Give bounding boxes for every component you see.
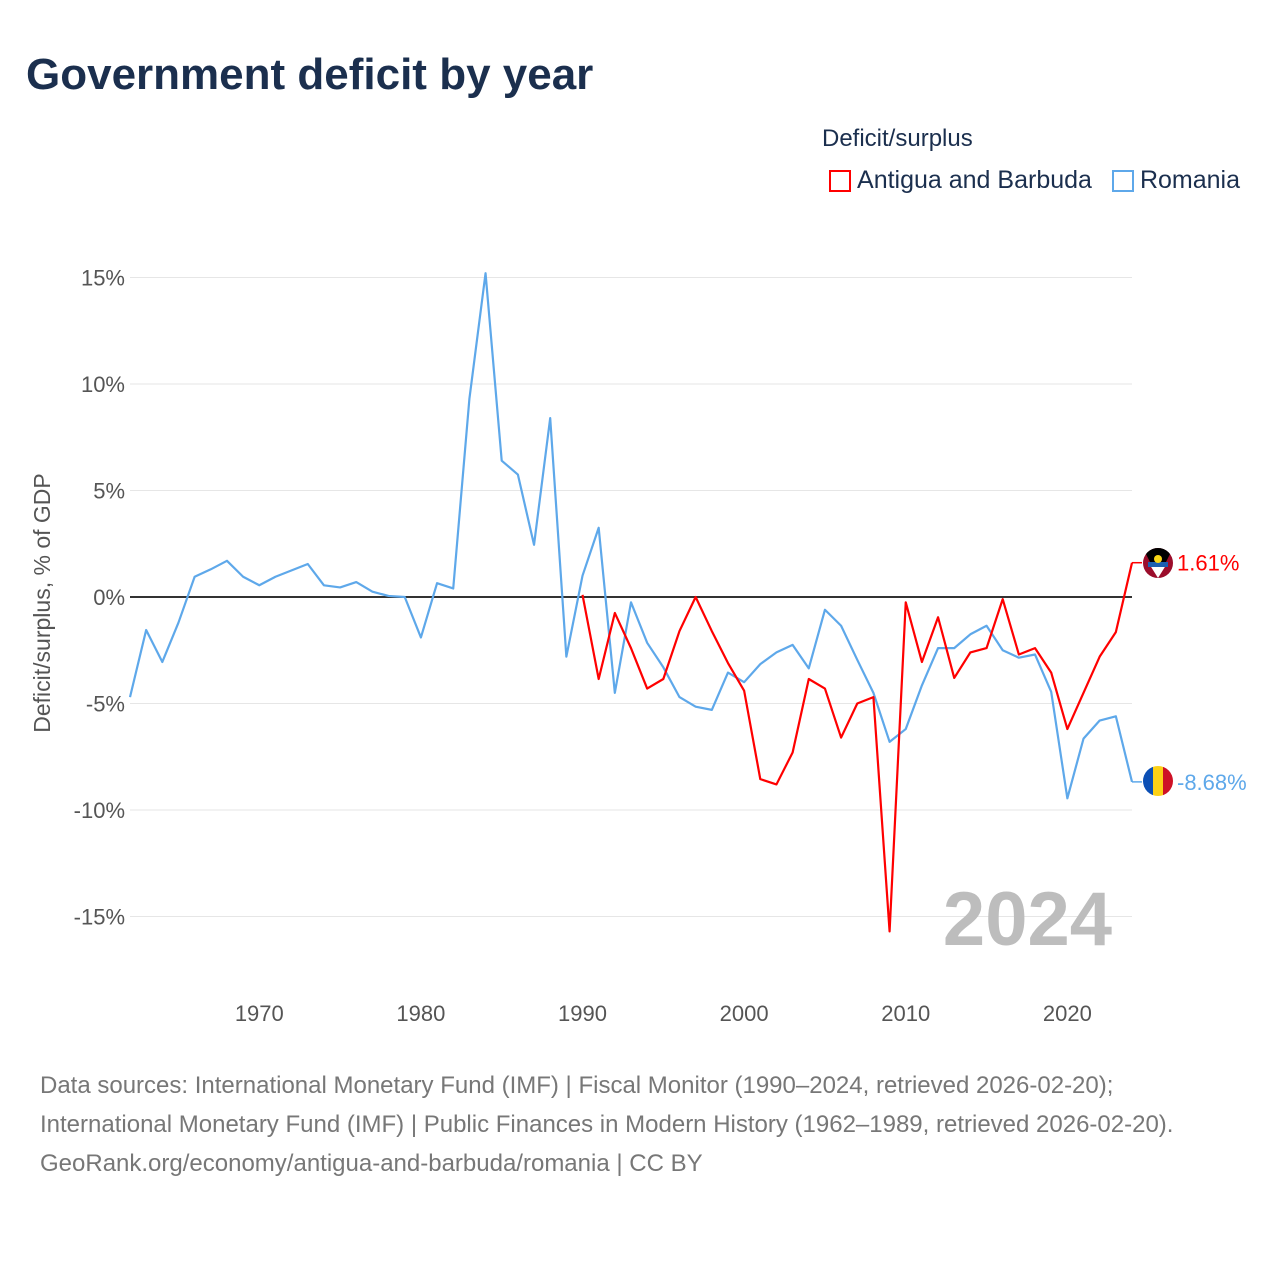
legend-swatch-romania <box>1111 169 1134 192</box>
legend-label-romania: Romania <box>1139 166 1240 194</box>
legend-item-antigua[interactable]: Antigua and Barbuda <box>829 166 1092 195</box>
legend-title: Deficit/surplus <box>822 125 973 152</box>
legend: Antigua and Barbuda Romania <box>829 166 1240 195</box>
y-tick-label: -5% <box>86 692 125 717</box>
plot-area: 15% 10% 5% 0% -5% -10% -15% 1970 1980 1990 2000 201… <box>29 266 1247 1027</box>
y-tick-label: 15% <box>81 266 125 291</box>
series-line-romania <box>128 272 1134 800</box>
legend-item-romania[interactable]: Romania <box>1111 166 1240 195</box>
antigua-flag-icon <box>1143 548 1173 578</box>
year-watermark: 2024 <box>943 877 1112 962</box>
y-tick-label: -15% <box>74 905 125 930</box>
end-value-label: 1.61% <box>1177 551 1239 576</box>
romania-flag-icon <box>1143 766 1173 796</box>
y-tick-label: 0% <box>93 585 125 610</box>
footer: Data sources: International Monetary Fun… <box>40 1066 1240 1183</box>
chart-title: Government deficit by year <box>26 50 594 99</box>
x-tick-label: 1970 <box>235 1001 284 1026</box>
x-tick-label: 2010 <box>881 1001 930 1026</box>
legend-label-antigua: Antigua and Barbuda <box>857 166 1092 194</box>
legend-swatch-antigua <box>829 169 852 192</box>
source-link[interactable]: GeoRank.org/economy/antigua-and-barbuda/… <box>40 1150 703 1177</box>
x-tick-label: 2020 <box>1043 1001 1092 1026</box>
y-tick-label: -10% <box>74 798 125 823</box>
y-tick-label: 10% <box>81 372 125 397</box>
y-tick-label: 5% <box>93 479 125 504</box>
end-value-label: -8.68% <box>1177 770 1247 795</box>
x-tick-label: 1980 <box>396 1001 445 1026</box>
x-tick-label: 2000 <box>720 1001 769 1026</box>
x-tick-label: 1990 <box>558 1001 607 1026</box>
y-axis-label: Deficit/surplus, % of GDP <box>29 473 55 732</box>
data-sources: Data sources: International Monetary Fun… <box>40 1072 1174 1138</box>
